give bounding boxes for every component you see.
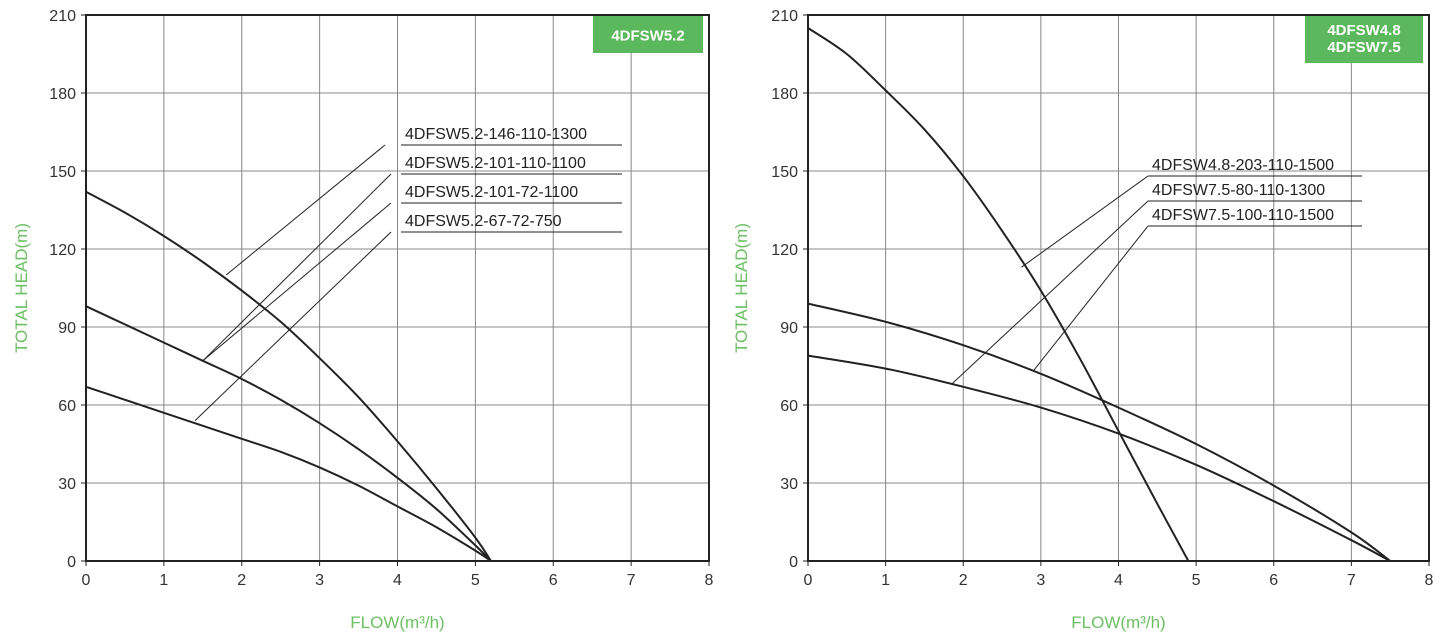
leader-line — [225, 144, 386, 276]
model-badge — [1305, 16, 1423, 63]
y-tick-label: 30 — [58, 476, 76, 493]
x-tick-label: 0 — [804, 572, 813, 589]
x-tick-label: 6 — [549, 572, 558, 589]
x-tick-label: 1 — [881, 572, 890, 589]
leader-line — [202, 202, 392, 362]
x-tick-label: 4 — [393, 572, 402, 589]
x-tick-label: 8 — [705, 572, 714, 589]
leader-line — [951, 200, 1149, 385]
y-tick-label: 180 — [49, 86, 76, 103]
leader-line — [1032, 225, 1149, 372]
x-tick-label: 1 — [159, 572, 168, 589]
series-label: 4DFSW5.2-67-72-750 — [405, 213, 562, 230]
y-tick-label: 0 — [67, 554, 76, 571]
x-tick-label: 0 — [82, 572, 91, 589]
x-tick-label: 4 — [1114, 572, 1123, 589]
y-axis-title: TOTAL HEAD(m) — [732, 223, 751, 353]
model-badge-text: 4DFSW5.2 — [611, 28, 684, 45]
series-line-3 — [807, 302, 1391, 562]
series-line-4 — [85, 385, 492, 562]
y-tick-label: 180 — [771, 86, 798, 103]
model-badge-text: 4DFSW4.8 — [1327, 22, 1400, 39]
leader-line — [202, 173, 392, 362]
series-label: 4DFSW4.8-203-110-1500 — [1152, 157, 1334, 174]
y-tick-label: 150 — [771, 164, 798, 181]
x-tick-label: 7 — [627, 572, 636, 589]
leader-line — [1021, 175, 1149, 268]
x-tick-label: 5 — [1192, 572, 1201, 589]
y-tick-label: 90 — [780, 320, 798, 337]
y-tick-label: 150 — [49, 164, 76, 181]
chart-1: 0 1 2 3 4 5 6 7 8 0 30 60 90 120 150 180 210 FLOW(m³/h) TO… — [12, 8, 714, 632]
x-tick-label: 5 — [471, 572, 480, 589]
series-label: 4DFSW5.2-101-72-1100 — [405, 184, 578, 201]
series-line-1 — [807, 27, 1190, 562]
series-line-1 — [85, 190, 492, 562]
series-line-2 — [807, 354, 1391, 562]
series-line-2 — [85, 305, 492, 562]
y-axis-title: TOTAL HEAD(m) — [12, 223, 31, 353]
series-label: 4DFSW7.5-80-110-1300 — [1152, 182, 1325, 199]
series-label: 4DFSW5.2-101-110-1100 — [405, 155, 586, 172]
series-label: 4DFSW7.5-100-110-1500 — [1152, 207, 1334, 224]
x-tick-label: 3 — [1036, 572, 1045, 589]
x-tick-label: 3 — [315, 572, 324, 589]
y-tick-label: 60 — [780, 398, 798, 415]
chart-2: 0 1 2 3 4 5 6 7 8 0 30 60 90 120 150 180 210 FLOW(m³/h) TO… — [732, 8, 1434, 632]
series-label: 4DFSW5.2-146-110-1300 — [405, 126, 587, 143]
y-tick-label: 0 — [789, 554, 798, 571]
y-tick-label: 210 — [771, 8, 798, 25]
y-tick-label: 120 — [49, 242, 76, 259]
x-tick-label: 2 — [959, 572, 968, 589]
x-axis-title: FLOW(m³/h) — [350, 613, 444, 632]
y-tick-label: 210 — [49, 8, 76, 25]
x-tick-label: 2 — [237, 572, 246, 589]
x-axis-title: FLOW(m³/h) — [1071, 613, 1165, 632]
x-tick-label: 7 — [1347, 572, 1356, 589]
leader-line — [194, 231, 392, 421]
y-tick-label: 90 — [58, 320, 76, 337]
x-tick-label: 6 — [1269, 572, 1278, 589]
model-badge-text: 4DFSW7.5 — [1327, 39, 1400, 56]
model-badge — [593, 16, 703, 53]
y-tick-label: 60 — [58, 398, 76, 415]
x-tick-label: 8 — [1425, 572, 1434, 589]
y-tick-label: 120 — [771, 242, 798, 259]
y-tick-label: 30 — [780, 476, 798, 493]
